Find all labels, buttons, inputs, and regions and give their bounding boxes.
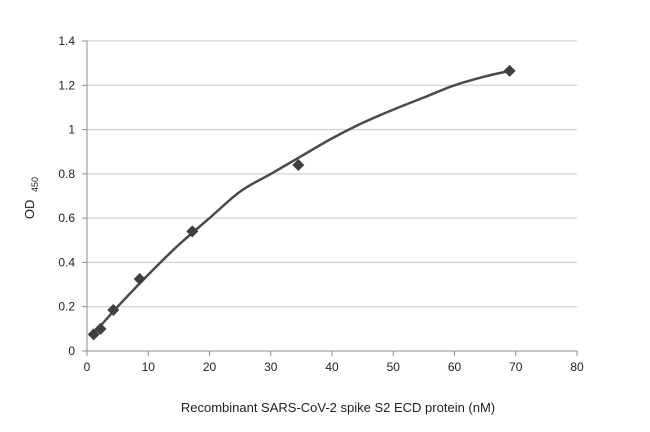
trendline (91, 69, 511, 336)
tick-labels: 0 0.2 0.4 0.6 0.8 1 1.2 1.4 0 10 20 30 40 50 60 70 80 (58, 34, 584, 374)
y-tick-label: 0.8 (58, 167, 75, 181)
y-tick-label: 1 (68, 123, 75, 137)
x-tick-label: 50 (387, 360, 401, 374)
data-point-marker (292, 159, 305, 171)
x-tick-label: 40 (325, 360, 339, 374)
data-points (87, 64, 516, 341)
trendline-layer (91, 69, 511, 336)
x-tick-label: 10 (142, 360, 156, 374)
data-point-marker (133, 273, 146, 285)
y-axis-title-main: OD (22, 200, 37, 220)
x-tick-label: 30 (264, 360, 278, 374)
x-tick-label: 70 (509, 360, 523, 374)
y-tick-label: 1.2 (58, 78, 75, 92)
y-tick-label: 0.6 (58, 211, 75, 225)
x-tick-label: 20 (203, 360, 217, 374)
x-tick-label: 60 (448, 360, 462, 374)
y-tick-label: 0.2 (58, 300, 75, 314)
data-point-marker (186, 225, 199, 238)
data-point-marker (94, 322, 107, 335)
y-tick-label: 0.4 (58, 255, 75, 269)
x-axis-title: Recombinant SARS-CoV-2 spike S2 ECD prot… (181, 400, 495, 415)
y-axis-title: OD 450 (22, 177, 40, 219)
x-tick-label: 0 (84, 360, 91, 374)
y-tick-label: 1.4 (58, 34, 75, 48)
data-point-marker (87, 328, 100, 341)
data-point-marker (107, 304, 120, 316)
axes (82, 40, 578, 356)
data-point-marker (503, 64, 516, 77)
gridlines (87, 40, 577, 308)
y-axis-title-subscript: 450 (30, 177, 40, 192)
y-tick-label: 0 (68, 344, 75, 358)
x-tick-label: 80 (570, 360, 584, 374)
